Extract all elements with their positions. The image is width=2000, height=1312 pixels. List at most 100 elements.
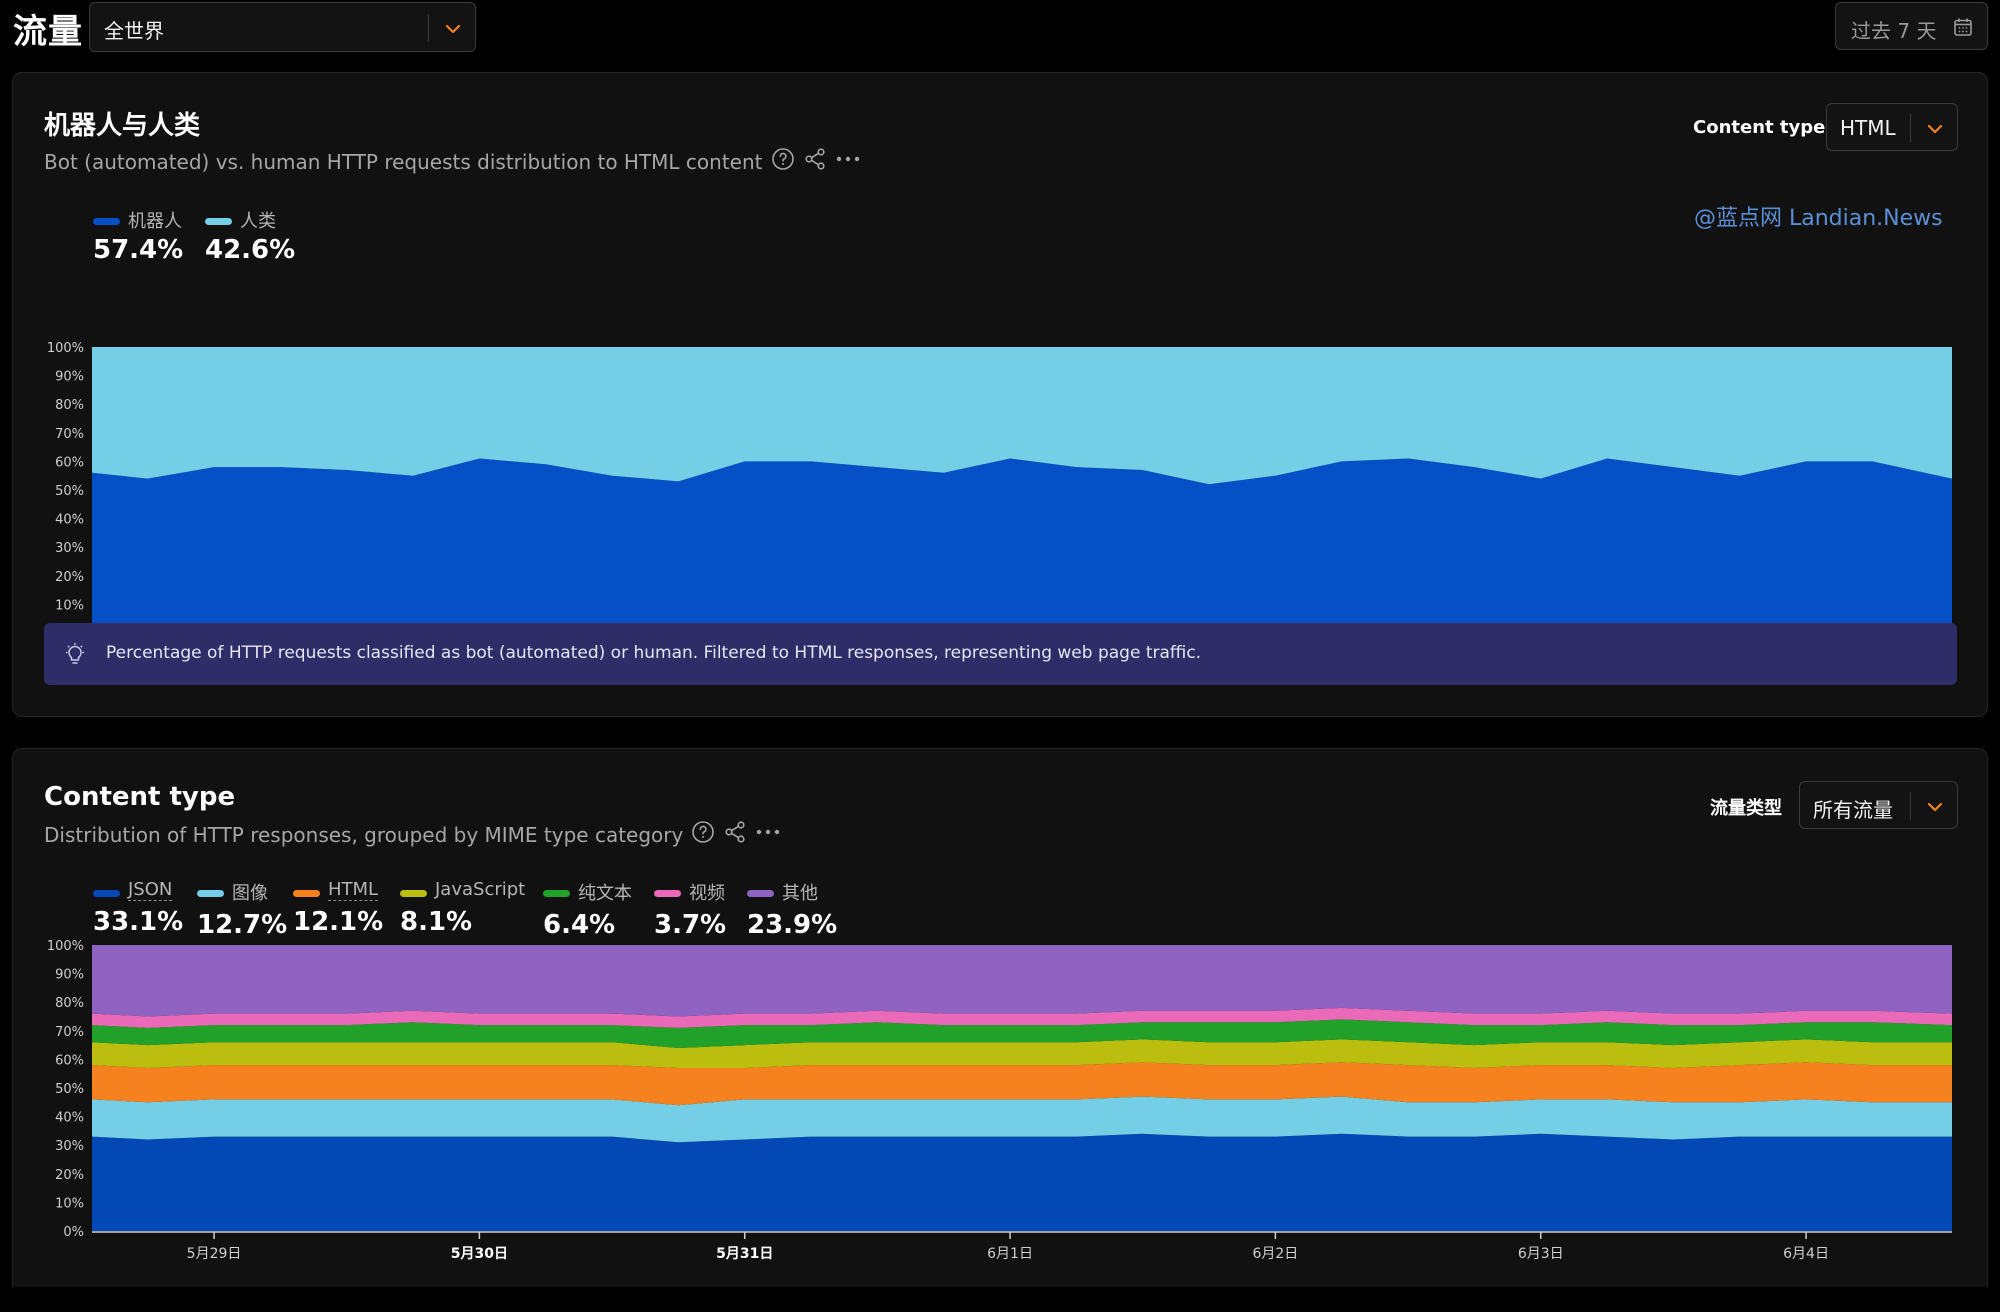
card-description: Distribution of HTTP responses, grouped … bbox=[44, 820, 781, 849]
region-select[interactable]: 全世界 bbox=[89, 2, 476, 52]
legend-swatch bbox=[93, 890, 120, 897]
x-tick-label: 6月1日 bbox=[987, 1246, 1033, 1262]
more-icon[interactable] bbox=[755, 820, 781, 849]
legend-label: 视频 bbox=[689, 883, 725, 904]
legend-value: 57.4% bbox=[93, 235, 184, 265]
traffic-type-select[interactable]: 所有流量 bbox=[1799, 781, 1958, 829]
calendar-icon bbox=[1953, 17, 1973, 41]
y-tick-label: 80% bbox=[55, 996, 84, 1011]
region-select-value: 全世界 bbox=[104, 19, 164, 43]
y-tick-label: 60% bbox=[55, 455, 84, 470]
x-tick-label: 5月31日 bbox=[716, 1246, 773, 1262]
legend-swatch bbox=[654, 890, 681, 897]
content-type-card: Content type Distribution of HTTP respon… bbox=[12, 748, 1988, 1287]
legend-swatch bbox=[543, 890, 570, 897]
area-series-javascript[interactable] bbox=[92, 1039, 1952, 1068]
content-type-value: HTML bbox=[1840, 116, 1896, 140]
watermark: @蓝点网 Landian.News bbox=[1694, 206, 1943, 231]
y-tick-label: 50% bbox=[55, 484, 84, 499]
area-series-bot[interactable] bbox=[92, 458, 1952, 634]
area-series-json[interactable] bbox=[92, 1133, 1952, 1231]
legend-swatch bbox=[400, 890, 427, 897]
more-icon[interactable] bbox=[835, 147, 861, 176]
info-text: Percentage of HTTP requests classified a… bbox=[106, 643, 1202, 663]
legend-label: JavaScript bbox=[435, 879, 526, 900]
y-tick-label: 100% bbox=[47, 341, 84, 356]
card-description-text: Bot (automated) vs. human HTTP requests … bbox=[44, 149, 763, 174]
top-bar: 流量 全世界 过去 7 天 bbox=[0, 0, 2000, 70]
y-tick-label: 30% bbox=[55, 541, 84, 556]
card-description: Bot (automated) vs. human HTTP requests … bbox=[44, 147, 861, 176]
legend-value: 12.7% bbox=[197, 910, 288, 940]
area-series-html[interactable] bbox=[92, 1062, 1952, 1106]
x-tick-label: 6月4日 bbox=[1783, 1246, 1829, 1262]
y-tick-label: 90% bbox=[55, 370, 84, 385]
legend-swatch bbox=[747, 890, 774, 897]
legend-value: 8.1% bbox=[400, 907, 473, 937]
share-icon[interactable] bbox=[723, 820, 747, 849]
legend-value: 12.1% bbox=[293, 907, 384, 937]
y-tick-label: 40% bbox=[55, 513, 84, 528]
legend-swatch bbox=[93, 218, 120, 225]
legend-label: 图像 bbox=[232, 883, 268, 904]
legend-value: 3.7% bbox=[654, 910, 727, 940]
area-series-image[interactable] bbox=[92, 1096, 1952, 1143]
y-tick-label: 20% bbox=[55, 570, 84, 585]
help-icon[interactable] bbox=[771, 147, 795, 176]
page-title: 流量 bbox=[13, 12, 83, 52]
x-tick-label: 6月3日 bbox=[1518, 1246, 1564, 1262]
chevron-down-icon bbox=[445, 20, 461, 39]
lightbulb-icon bbox=[63, 642, 87, 670]
select-divider bbox=[1910, 792, 1911, 820]
area-series-human[interactable] bbox=[92, 347, 1952, 485]
legend-swatch bbox=[197, 890, 224, 897]
legend-label: 纯文本 bbox=[578, 883, 632, 904]
bot-vs-human-card: 机器人与人类 Bot (automated) vs. human HTTP re… bbox=[12, 72, 1988, 717]
area-series-other[interactable] bbox=[92, 945, 1952, 1017]
card-title: 机器人与人类 bbox=[44, 111, 201, 141]
legend-label: 其他 bbox=[782, 883, 818, 904]
traffic-type-value: 所有流量 bbox=[1813, 798, 1893, 822]
date-range-picker[interactable]: 过去 7 天 bbox=[1835, 2, 1988, 50]
y-tick-label: 10% bbox=[55, 598, 84, 613]
y-tick-label: 80% bbox=[55, 398, 84, 413]
legend-value: 42.6% bbox=[205, 235, 296, 265]
chevron-down-icon bbox=[1927, 120, 1943, 139]
content-type-select[interactable]: HTML bbox=[1826, 103, 1958, 151]
legend-swatch bbox=[293, 890, 320, 897]
y-tick-label: 70% bbox=[55, 427, 84, 442]
content-type-label: Content type bbox=[1693, 117, 1826, 138]
y-tick-label: 90% bbox=[55, 968, 84, 983]
chevron-down-icon bbox=[1927, 798, 1943, 817]
y-tick-label: 10% bbox=[55, 1196, 84, 1211]
x-tick-label: 6月2日 bbox=[1252, 1246, 1298, 1262]
select-divider bbox=[1910, 114, 1911, 142]
y-tick-label: 100% bbox=[47, 939, 84, 954]
area-series-video[interactable] bbox=[92, 1007, 1952, 1028]
content-type-area-chart[interactable]: 0% 10% 20% 30% 40% 50% 60% 70% 80% 90% 100% 5月29日 5月… bbox=[13, 932, 1989, 1312]
legend-label: JSON bbox=[128, 879, 173, 901]
legend-label: 机器人 bbox=[128, 211, 182, 232]
legend-value: 6.4% bbox=[543, 910, 616, 940]
y-tick-label: 60% bbox=[55, 1053, 84, 1068]
date-range-value: 过去 7 天 bbox=[1851, 19, 1937, 43]
legend-value: 33.1% bbox=[93, 907, 184, 937]
legend-value: 23.9% bbox=[747, 910, 838, 940]
select-divider bbox=[428, 14, 429, 42]
y-tick-label: 40% bbox=[55, 1111, 84, 1126]
legend-swatch bbox=[205, 218, 232, 225]
y-tick-label: 50% bbox=[55, 1082, 84, 1097]
x-tick-label: 5月29日 bbox=[187, 1246, 242, 1262]
share-icon[interactable] bbox=[803, 147, 827, 176]
legend-label: 人类 bbox=[240, 211, 276, 232]
legend-label: HTML bbox=[328, 879, 379, 901]
y-tick-label: 70% bbox=[55, 1025, 84, 1040]
info-banner: Percentage of HTTP requests classified a… bbox=[44, 623, 1957, 685]
y-tick-label: 30% bbox=[55, 1139, 84, 1154]
card-title: Content type bbox=[44, 782, 236, 812]
card-description-text: Distribution of HTTP responses, grouped … bbox=[44, 822, 684, 847]
x-tick-label: 5月30日 bbox=[451, 1246, 508, 1262]
area-series-plaintext[interactable] bbox=[92, 1019, 1952, 1048]
help-icon[interactable] bbox=[691, 820, 715, 849]
y-tick-label: 20% bbox=[55, 1168, 84, 1183]
